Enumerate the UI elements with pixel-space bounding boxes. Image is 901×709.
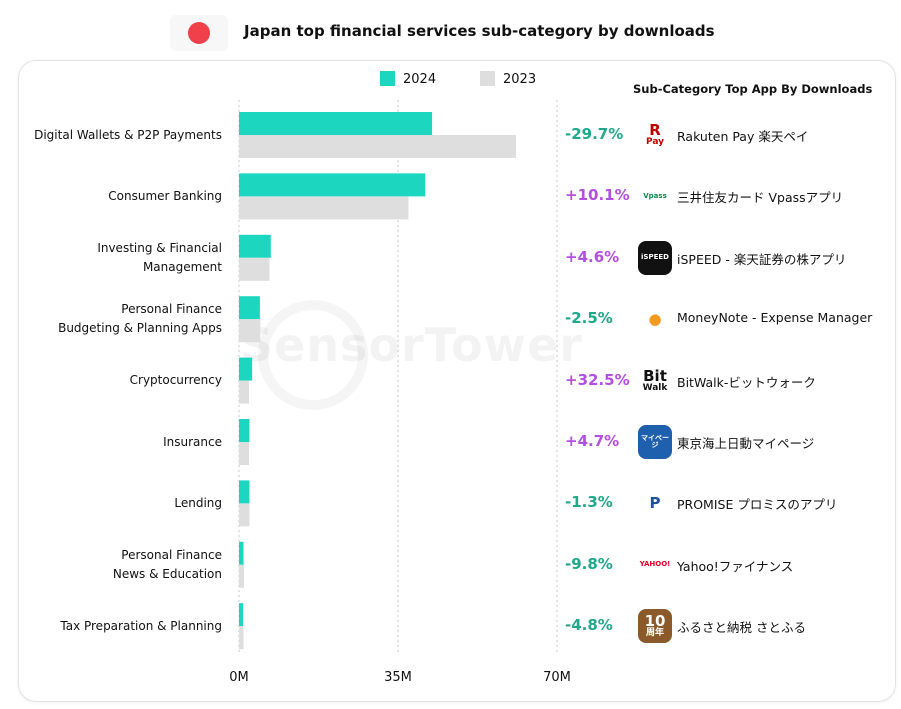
watermark: SensorTower [240,318,583,372]
bar-2024-6 [239,480,250,504]
rakuten-pay-icon: R Pay [638,118,672,152]
top-app-name: iSPEED - 楽天証券の株アプリ [677,251,847,267]
category-label-line: News & Education [112,566,222,581]
category-label-line: Personal Finance [121,547,222,562]
top-app-name: PROMISE プロミスのアプリ [677,497,838,513]
top-app-name: Rakuten Pay 楽天ペイ [677,129,809,144]
bar-2024-0 [239,112,433,135]
bitwalk-icon: Bit Walk [638,363,672,398]
category-label: Investing & Financial Management [22,239,222,277]
ispeed-icon: iSPEED [638,240,672,275]
category-label-line: Management [142,259,222,274]
promise-icon: P [638,486,672,521]
category-label-line: Cryptocurrency [129,373,222,388]
category-label: Tax Preparation & Planning [22,617,222,636]
legend-label-2024: 2024 [403,72,437,87]
bar-2024-5 [239,419,250,442]
watermark-logo-icon [258,300,368,410]
x-tick-0: 0M [229,670,249,685]
bar-2024-1 [239,173,426,197]
category-label: Personal Finance News & Education [22,546,222,584]
category-label: Digital Wallets & P2P Payments [22,126,222,145]
bar-2023-5 [239,442,249,465]
bar-2024-4 [239,357,253,381]
yoy-change: +32.5% [565,370,630,389]
category-label-line: Lending [174,495,222,510]
top-app-name: MoneyNote - Expense Manager [677,310,873,326]
category-label-line: Digital Wallets & P2P Payments [34,127,222,142]
bar-2024-3 [239,296,260,320]
bar-2023-3 [239,319,261,343]
category-label-line: Insurance [163,434,222,449]
top-app-name: BitWalk-ビットウォーク [677,374,816,390]
category-label-line: Investing & Financial [97,240,222,255]
right-panel-title: Sub-Category Top App By Downloads [633,82,873,96]
bar-2023-6 [239,503,250,527]
category-label-line: Personal Finance [121,302,222,317]
satofull-icon: 10 周年 [638,609,672,644]
tokio-marine-icon: マイページ [638,425,672,459]
vpass-icon: Vpass [638,179,672,214]
category-label-line: Budgeting & Planning Apps [58,321,222,336]
bar-2023-7 [239,564,244,588]
moneynote-pig-icon: ● [638,302,672,337]
yahoo-finance-icon: YAHOO! [638,547,672,582]
japan-flag-icon [188,22,210,44]
yoy-change: +4.6% [565,247,620,266]
category-label: Insurance [22,433,222,452]
bar-2024-2 [239,234,271,258]
bar-2023-0 [239,135,517,158]
legend-label-2023: 2023 [503,72,537,87]
category-label-line: Consumer Banking [108,188,222,203]
yoy-change: +10.1% [565,186,630,205]
yoy-change: -9.8% [565,554,613,573]
category-label: Personal Finance Budgeting & Planning App… [22,300,222,338]
legend-swatch-2024 [380,71,395,86]
yoy-change: -4.8% [565,616,613,635]
category-label: Lending [22,494,222,513]
flag-box [170,15,228,51]
bar-2023-8 [239,626,244,650]
legend-item-2023: 2023 [480,71,536,87]
legend-swatch-2023 [480,71,495,86]
bar-2024-8 [239,603,244,627]
chart-card [18,60,896,702]
top-app-name: Yahoo!ファイナンス [677,558,794,574]
x-tick-70: 70M [543,670,571,685]
yoy-change: -29.7% [565,125,624,143]
legend-item-2024: 2024 [380,71,436,87]
yoy-change: +4.7% [565,432,620,450]
bar-2023-1 [239,196,409,220]
page-title: Japan top financial services sub-categor… [244,22,715,40]
category-label-line: Tax Preparation & Planning [60,618,222,633]
top-app-name: ふるさと納税 さとふる [677,620,806,636]
bar-2023-2 [239,257,270,281]
category-label: Consumer Banking [22,187,222,206]
yoy-change: -1.3% [565,493,613,512]
x-tick-35: 35M [384,670,412,685]
top-app-name: 三井住友カード Vpassアプリ [677,190,844,206]
top-app-name: 東京海上日動マイページ [677,436,815,451]
yoy-change: -2.5% [565,309,613,328]
bar-2023-4 [239,380,249,404]
category-label: Cryptocurrency [22,371,222,390]
bar-2024-7 [239,541,244,565]
